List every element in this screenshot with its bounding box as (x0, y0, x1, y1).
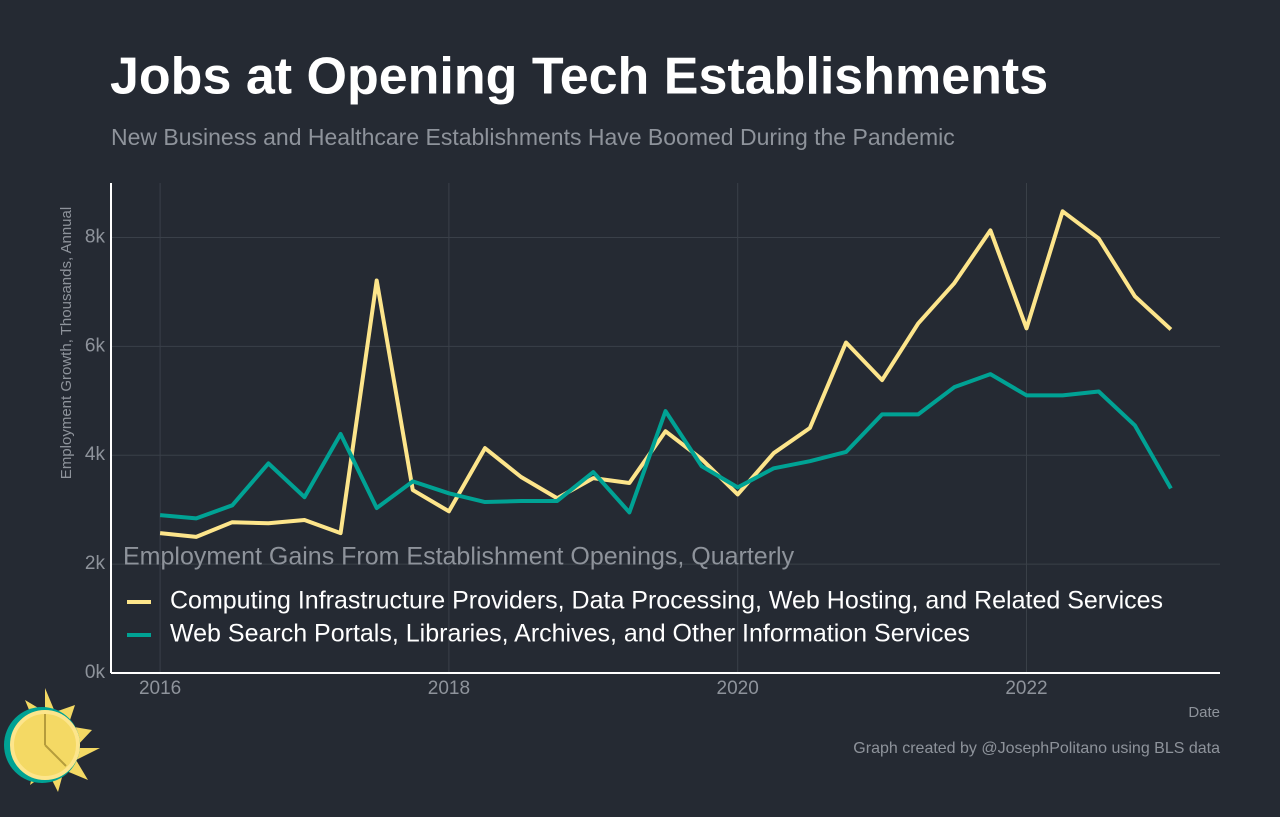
y-axis-label: Employment Growth, Thousands, Annual (58, 207, 75, 479)
x-tick-label: 2018 (428, 678, 470, 699)
y-tick-label: 4k (85, 444, 106, 465)
y-tick-label: 8k (85, 226, 106, 247)
y-tick-label: 6k (85, 335, 106, 356)
logo (4, 688, 100, 792)
chart-subtitle: New Business and Healthcare Establishmen… (111, 124, 955, 150)
y-tick-label: 2k (85, 553, 106, 574)
x-tick-label: 2022 (1005, 678, 1047, 699)
x-axis-label: Date (1188, 704, 1220, 721)
x-tick-label: 2016 (139, 678, 181, 699)
legend-title: Employment Gains From Establishment Open… (123, 543, 795, 571)
legend-label: Web Search Portals, Libraries, Archives,… (170, 620, 970, 648)
series-line (159, 209, 1173, 539)
caption: Graph created by @JosephPolitano using B… (853, 740, 1220, 757)
series-line (159, 372, 1173, 521)
y-tick-label: 0k (85, 662, 106, 683)
plot-area: 0k 2k 4k 6k 8k 2016 2018 2020 2022 Employment Gai… (85, 183, 1220, 699)
x-tick-label: 2020 (717, 678, 759, 699)
chart-title: Jobs at Opening Tech Establishments (110, 48, 1048, 106)
legend-label: Computing Infrastructure Providers, Data… (170, 587, 1163, 615)
